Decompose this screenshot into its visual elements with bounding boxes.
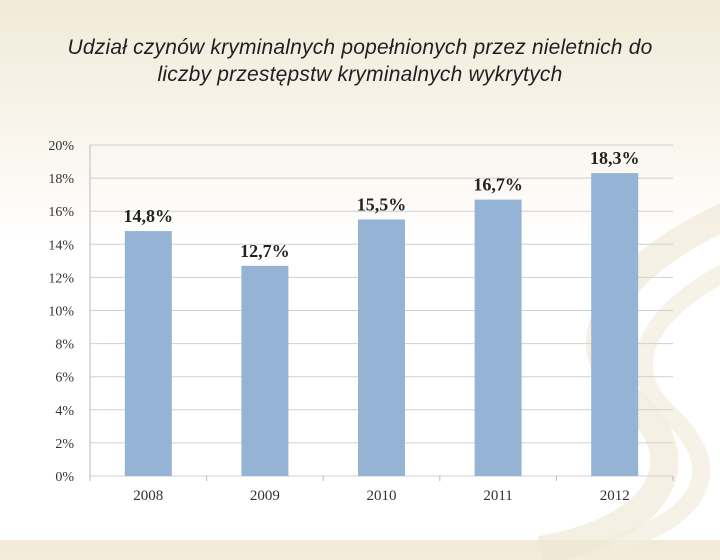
y-tick-label: 0% bbox=[55, 470, 74, 485]
data-label-2011: 16,7% bbox=[473, 175, 523, 195]
data-labels: 14,8% 12,7% 15,5% 16,7% 18,3% bbox=[124, 148, 640, 261]
data-label-2012: 18,3% bbox=[590, 148, 640, 168]
data-label-2008: 14,8% bbox=[124, 206, 174, 226]
x-category-label: 2010 bbox=[367, 488, 397, 504]
y-tick-label: 8% bbox=[55, 338, 74, 353]
x-category-label: 2008 bbox=[133, 488, 163, 504]
y-tick-label: 4% bbox=[55, 404, 74, 419]
bar-chart: 0%2%4%6%8%10%12%14%16%18%20% 14,8%12,7%1… bbox=[48, 139, 674, 504]
x-category-label: 2012 bbox=[600, 488, 630, 504]
bar-2010 bbox=[358, 219, 405, 476]
y-tick-label: 20% bbox=[48, 139, 74, 154]
bars bbox=[124, 173, 639, 477]
y-axis-ticks: 0% 2% 4% 6% 8% 10% 12% 14% 16% 18% 20% bbox=[48, 139, 74, 485]
y-tick-label: 18% bbox=[48, 172, 74, 187]
data-label-2010: 15,5% bbox=[357, 194, 407, 214]
bar-2008 bbox=[124, 231, 172, 476]
y-tick-label: 6% bbox=[55, 371, 74, 386]
x-category-label: 2011 bbox=[483, 488, 512, 504]
y-tick-label: 2% bbox=[55, 437, 74, 452]
bar-2011 bbox=[474, 199, 522, 477]
y-tick-label: 10% bbox=[48, 305, 74, 320]
bar-2009 bbox=[241, 265, 289, 476]
bar-2012 bbox=[591, 173, 639, 476]
y-tick-label: 12% bbox=[48, 271, 74, 286]
y-tick-label: 14% bbox=[48, 238, 74, 253]
x-axis-categories: 2008 2009 2010 2011 2012 bbox=[89, 476, 674, 504]
y-tick-label: 16% bbox=[48, 205, 74, 220]
x-category-label: 2009 bbox=[250, 488, 280, 504]
data-label-2009: 12,7% bbox=[240, 241, 290, 261]
slide-title: Udział czynów kryminalnych popełnionych … bbox=[67, 36, 653, 86]
